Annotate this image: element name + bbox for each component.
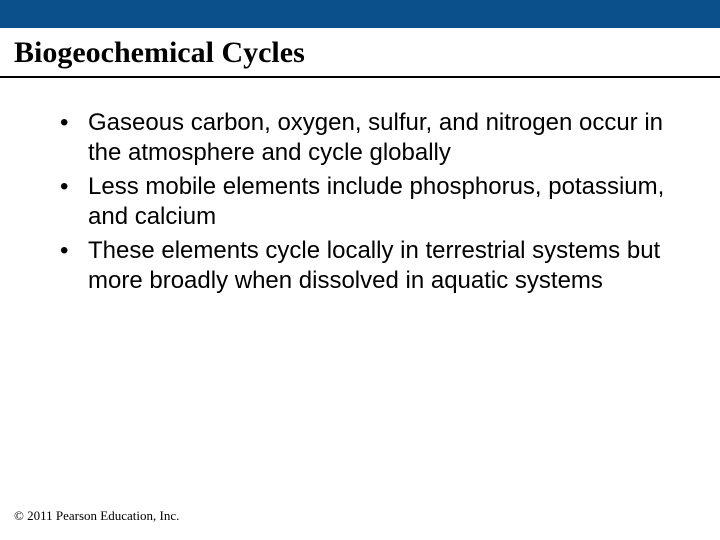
bullet-item: Less mobile elements include phosphorus,… [60,172,680,232]
copyright-footer: © 2011 Pearson Education, Inc. [14,508,179,524]
top-accent-bar [0,0,720,28]
bullet-list: Gaseous carbon, oxygen, sulfur, and nitr… [60,108,680,296]
bullet-item: Gaseous carbon, oxygen, sulfur, and nitr… [60,108,680,168]
slide: Biogeochemical Cycles Gaseous carbon, ox… [0,0,720,540]
slide-body: Gaseous carbon, oxygen, sulfur, and nitr… [0,78,720,296]
slide-title: Biogeochemical Cycles [0,28,720,78]
bullet-item: These elements cycle locally in terrestr… [60,236,680,296]
